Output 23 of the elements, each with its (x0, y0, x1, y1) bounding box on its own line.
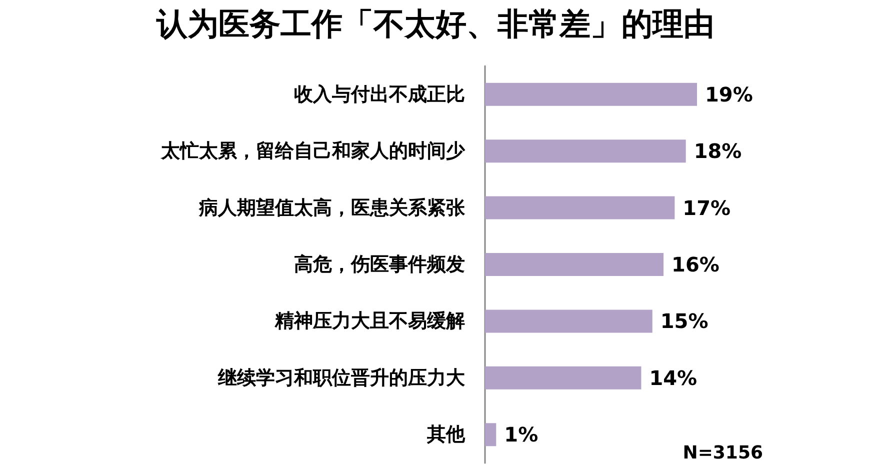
bar (485, 423, 496, 446)
bar (485, 196, 675, 220)
bar (485, 140, 686, 163)
y-tick-label: 精神压力大且不易缓解 (274, 310, 465, 332)
bar (485, 366, 642, 390)
annotation: N=3156 (682, 442, 764, 464)
data-label: 17% (682, 196, 731, 220)
bar (485, 310, 652, 333)
y-tick-label: 继续学习和职位晋升的压力大 (217, 366, 466, 389)
data-label: 1% (504, 422, 538, 447)
y-tick-label: 太忙太累，留给自己和家人的时间少 (160, 140, 466, 162)
bar (485, 82, 697, 106)
y-tick-label: 高危，伤医事件频发 (294, 254, 465, 276)
y-tick-label: 收入与付出不成正比 (294, 83, 465, 106)
y-tick-label: 病人期望值太高，医患关系紧张 (198, 196, 466, 219)
bar (485, 253, 664, 276)
data-label: 15% (660, 309, 708, 334)
data-label: 14% (649, 366, 698, 390)
chart-title: 认为医务工作「不太好、非常差」的理由 (156, 6, 714, 42)
data-label: 18% (694, 139, 742, 164)
data-label: 16% (672, 252, 720, 276)
y-tick-label: 其他 (426, 424, 466, 446)
data-label: 19% (705, 82, 753, 106)
